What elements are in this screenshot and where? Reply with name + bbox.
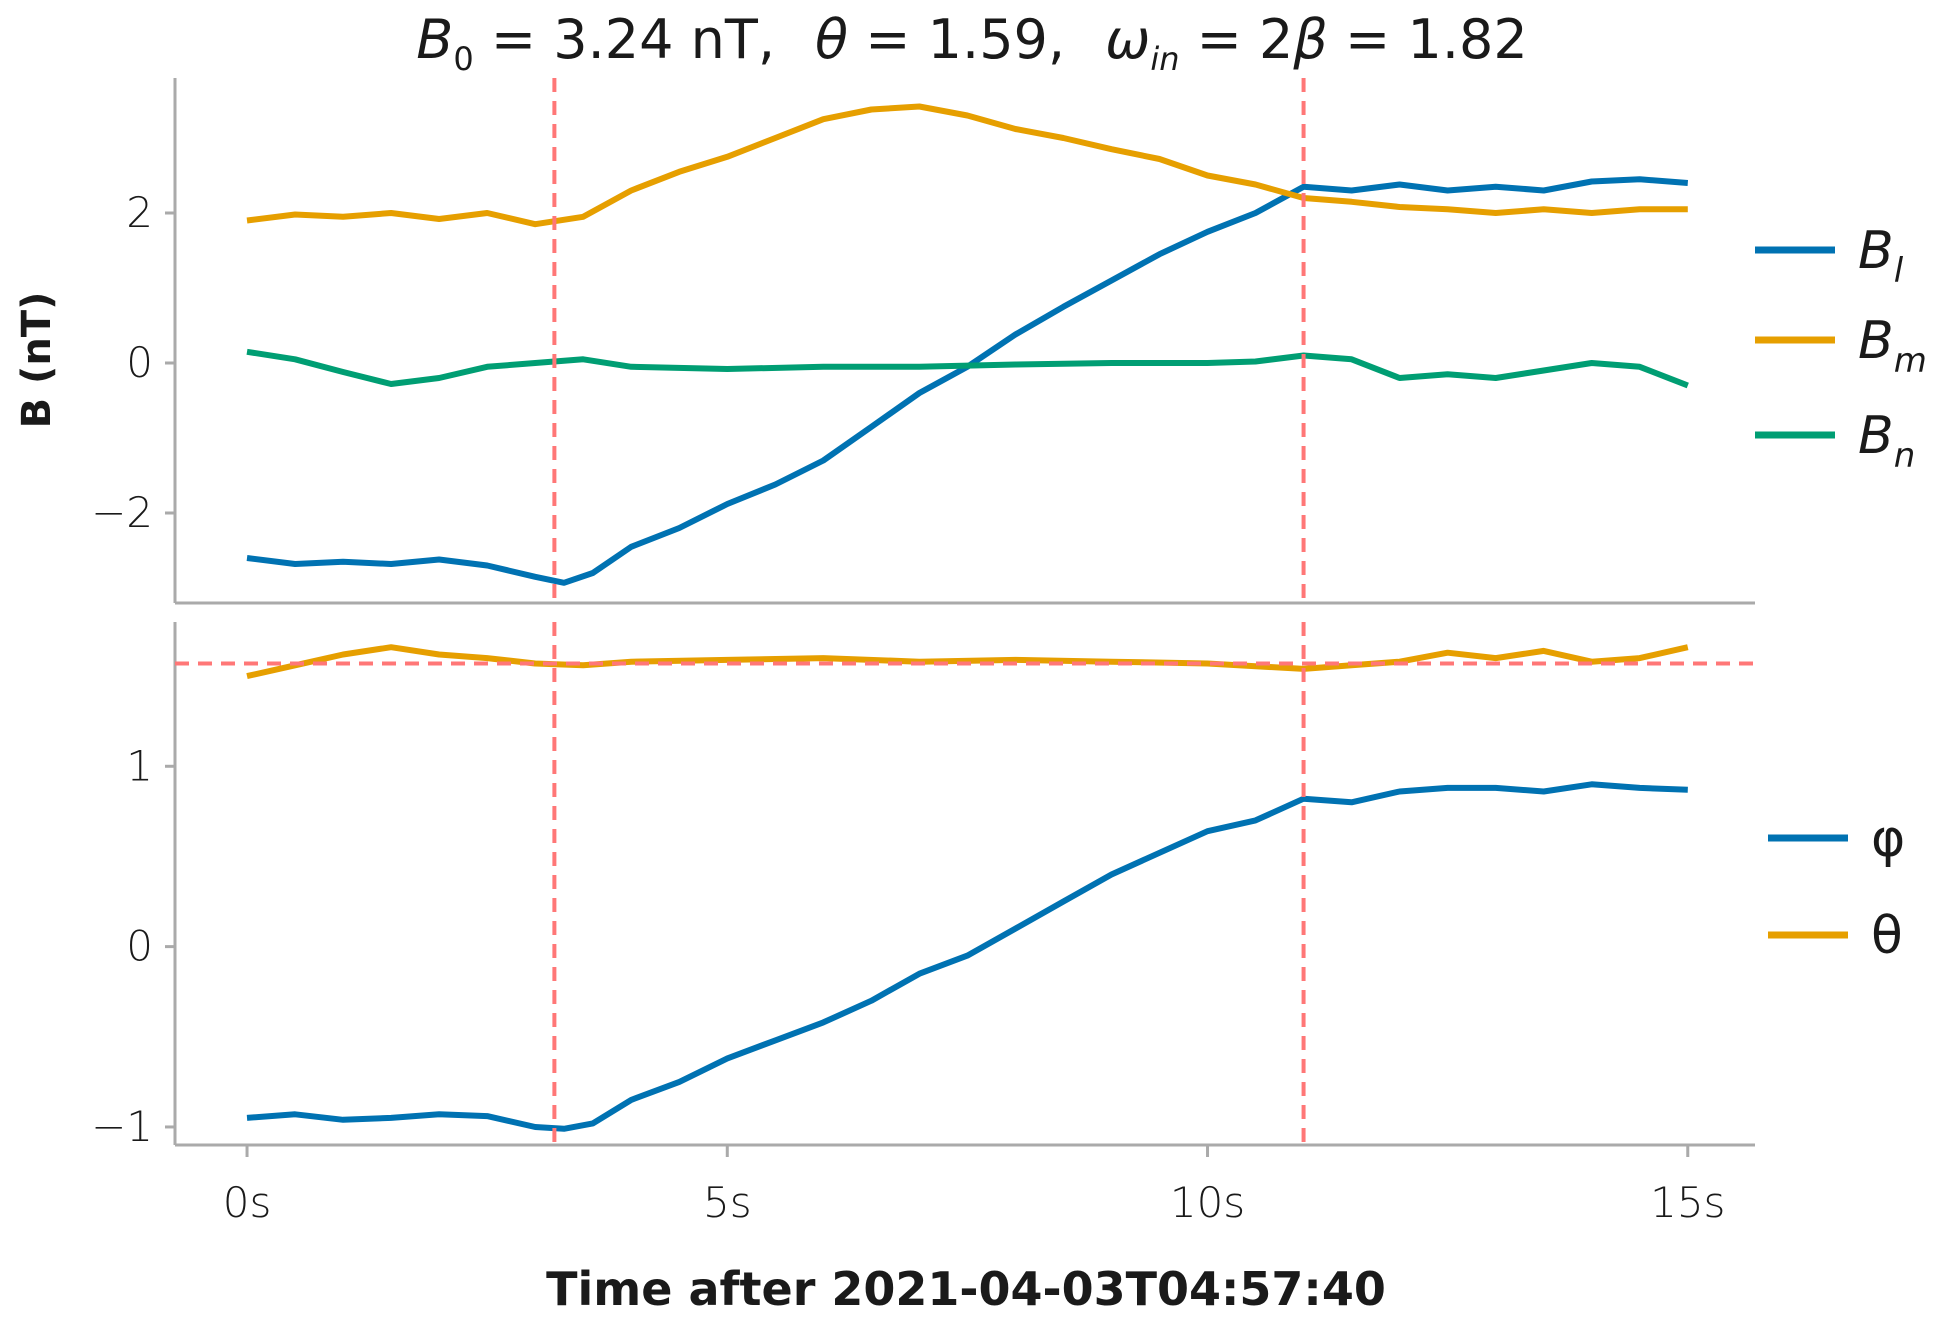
title-b0-value: = 3.24 — [474, 8, 691, 71]
y-tick-label: 1 — [126, 741, 153, 790]
x-axis-label: Time after 2021-04-03T04:57:40 — [546, 1262, 1386, 1316]
y-axis-label: B (nT) — [14, 292, 60, 429]
chart-title: B0 = 3.24 nT, θ = 1.59, ωin = 2β = 1.82 — [416, 8, 1527, 78]
title-theta-symbol: θ — [815, 8, 848, 71]
legend-label: θ — [1871, 906, 1903, 966]
y-tick-label: 0 — [126, 922, 153, 971]
title-b0-symbol: B — [416, 8, 453, 71]
series-line- — [246, 644, 1689, 680]
title-omega-subscript: in — [1150, 40, 1179, 78]
y-tick-label: 2 — [126, 188, 153, 237]
title-omega-mid: = 2 — [1179, 8, 1293, 71]
y-tick-label: −2 — [91, 488, 153, 537]
legend-label: Bm — [1858, 311, 1927, 381]
field-panel: 2 0 −2 Bl Bm Bn — [91, 78, 1927, 605]
x-tick-label: 10s — [1170, 1178, 1245, 1227]
series-line-Bl — [246, 176, 1689, 586]
x-axis: 0s 5s 10s 15s — [223, 1145, 1725, 1227]
x-tick-label: 5s — [703, 1178, 752, 1227]
series-line-Bn — [246, 348, 1689, 389]
legend-label: Bn — [1858, 406, 1915, 476]
series-line- — [246, 781, 1688, 1132]
title-theta-value: = 1.59, — [848, 8, 1065, 71]
title-b0-unit: nT, — [691, 8, 775, 71]
y-tick-label: −1 — [91, 1102, 153, 1151]
legend-label: Bl — [1858, 221, 1904, 291]
x-tick-label: 15s — [1650, 1178, 1725, 1227]
title-b0-subscript: 0 — [453, 40, 473, 78]
title-omega-symbol: ω — [1105, 8, 1150, 71]
legend-label: φ — [1871, 809, 1905, 869]
x-tick-label: 0s — [223, 1178, 272, 1227]
angle-panel: 1 0 −1 φθ — [91, 622, 1905, 1151]
series-line-Bm — [246, 103, 1688, 228]
y-tick-label: 0 — [126, 338, 153, 387]
title-beta-symbol: β — [1292, 8, 1327, 71]
title-omega-value: = 1.82 — [1328, 8, 1528, 71]
